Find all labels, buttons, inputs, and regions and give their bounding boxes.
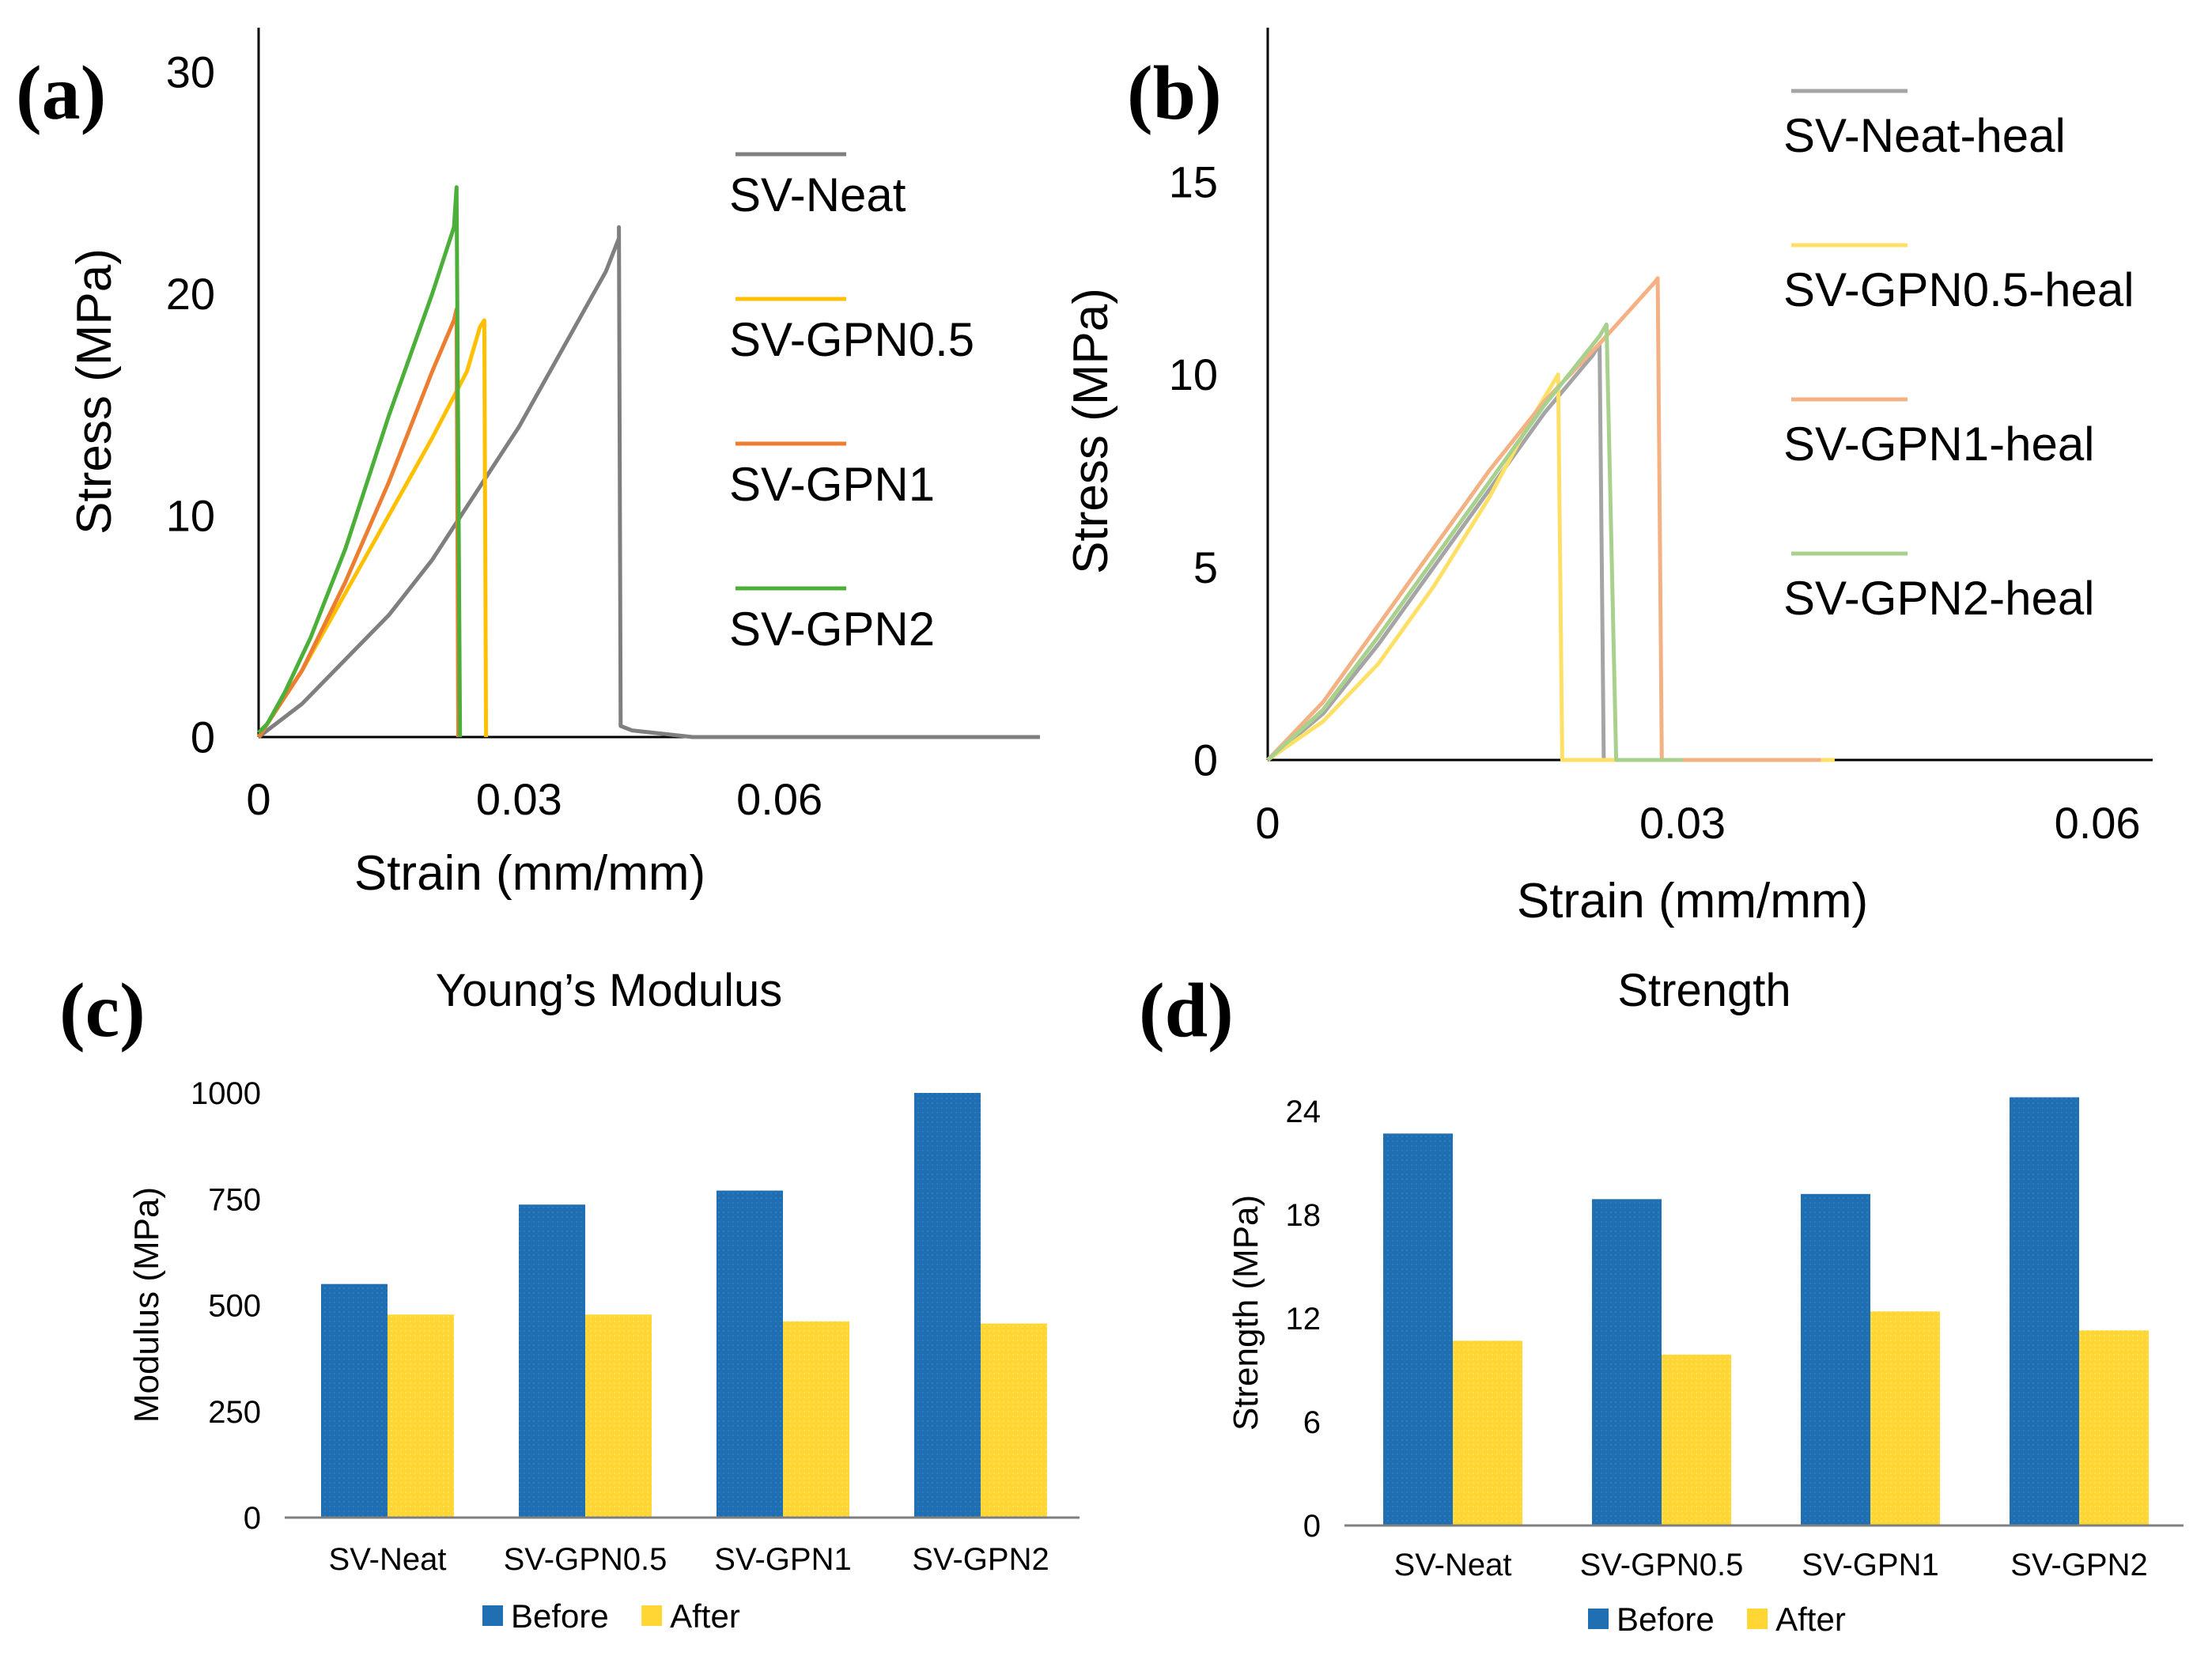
panel-a-ytick-label: 10 <box>166 490 215 540</box>
panel-d-category-label: SV-Neat <box>1394 1548 1512 1582</box>
panel-a-ylabel: Stress (MPa) <box>67 248 122 535</box>
panel-c-category-label: SV-GPN2 <box>912 1542 1049 1577</box>
panel-c-ytick-label: 750 <box>208 1182 261 1217</box>
panel-b-series-line <box>1266 322 1683 762</box>
panel-c-bar-after <box>585 1314 652 1518</box>
panel-c-ytick-label: 1000 <box>191 1076 261 1111</box>
panel-c-ytick-label: 0 <box>244 1501 261 1536</box>
panel-b-legend-label: SV-GPN0.5-heal <box>1783 263 2134 316</box>
panel-d-bar-before <box>1801 1193 1870 1525</box>
panel-c-category-label: SV-GPN1 <box>714 1542 851 1577</box>
panel-a-ytick-label: 0 <box>191 713 215 762</box>
panel-b-label: (b) <box>1127 51 1222 136</box>
panel-b-legend-label: SV-GPN1-heal <box>1783 418 2095 471</box>
panel-a-xtick-label: 0.06 <box>736 774 822 824</box>
panel-b-plot: 0 5 10 15 0 0.03 0.06 <box>1169 28 2153 848</box>
panel-d-ytick-label: 0 <box>1303 1509 1321 1544</box>
panel-b: (b) 0 5 10 15 0 0.03 0.06 SV-Neat-heal SV-GPN0.… <box>1064 28 2153 928</box>
panel-d-plot: 0 6 12 18 24 SV-Neat SV-GPN0.5 SV-GPN1 SV-GPN2 <box>1286 1094 2184 1582</box>
panel-b-xtick-label: 0.06 <box>2055 798 2141 848</box>
panel-a-xlabel: Strain (mm/mm) <box>354 846 705 901</box>
panel-c-ytick-label: 500 <box>208 1289 261 1324</box>
panel-d-ytick-label: 18 <box>1286 1198 1322 1233</box>
panel-b-series-line <box>1266 372 1835 762</box>
panel-c-category-label: SV-Neat <box>329 1542 447 1577</box>
panel-c-plot: 0 250 500 750 1000 SV-Neat SV-GPN0.5 SV-GPN1 SV-… <box>191 1076 1080 1577</box>
panel-b-ytick-label: 10 <box>1169 350 1218 399</box>
panel-d-legend: Before After <box>1588 1601 1846 1638</box>
panel-c-bar-before <box>321 1283 388 1518</box>
panel-d-bar-before <box>2010 1097 2079 1525</box>
panel-d-bar-after <box>1453 1340 1522 1525</box>
panel-d-label: (d) <box>1139 968 1234 1053</box>
panel-b-ytick-label: 0 <box>1193 735 1218 785</box>
panel-d-legend-label: Before <box>1616 1601 1715 1638</box>
panel-b-xtick-label: 0.03 <box>1639 798 1726 848</box>
panel-d-category-label: SV-GPN1 <box>1802 1548 1938 1582</box>
panel-c-legend-label: Before <box>511 1597 609 1635</box>
panel-b-xtick-label: 0 <box>1255 798 1280 848</box>
panel-b-ytick-label: 5 <box>1193 543 1218 592</box>
panel-d-legend-swatch <box>1588 1609 1609 1629</box>
panel-b-legend: SV-Neat-heal SV-GPN0.5-heal SV-GPN1-heal SV… <box>1783 89 2134 625</box>
panel-d-legend-swatch <box>1747 1609 1768 1629</box>
panel-d-legend-label: After <box>1775 1601 1846 1638</box>
panel-a-series-line <box>257 225 1040 739</box>
panel-a-legend-label: SV-GPN0.5 <box>729 313 974 366</box>
panel-d-bar-before <box>1383 1133 1453 1525</box>
panel-a-plot: 0 10 20 30 0 0.03 0.06 <box>166 28 1040 824</box>
panel-d-title: Strength <box>1617 965 1790 1016</box>
panel-c-ylabel: Modulus (MPa) <box>127 1187 166 1423</box>
panel-c-label: (c) <box>59 968 146 1053</box>
panel-c-legend: Before After <box>482 1597 740 1635</box>
panel-b-series-line <box>1266 342 1821 762</box>
panel-a-xtick-label: 0.03 <box>476 774 562 824</box>
panel-c-bar-after <box>388 1314 454 1518</box>
panel-c-bar-before <box>519 1204 585 1518</box>
panel-a-series-line <box>256 307 460 739</box>
panel-b-legend-label: SV-GPN2-heal <box>1783 572 2095 625</box>
panel-b-xlabel: Strain (mm/mm) <box>1517 874 1868 928</box>
panel-d-ylabel: Strength (MPa) <box>1227 1195 1265 1431</box>
panel-b-ytick-label: 15 <box>1169 157 1218 207</box>
panel-b-ylabel: Stress (MPa) <box>1064 288 1118 574</box>
panel-c-category-label: SV-GPN0.5 <box>504 1542 667 1577</box>
panel-d-category-label: SV-GPN0.5 <box>1580 1548 1744 1582</box>
panel-c-bar-before <box>914 1093 981 1518</box>
panel-a-ytick-label: 20 <box>166 269 215 319</box>
panel-d-bar-before <box>1592 1199 1662 1525</box>
panel-c-bar-before <box>717 1190 783 1518</box>
panel-c-legend-swatch <box>482 1605 503 1626</box>
panel-c-title: Young’s Modulus <box>436 965 783 1016</box>
panel-a-series-line <box>257 185 463 738</box>
panel-c: (c) Young’s Modulus 0 250 500 750 1000 SV-Nea… <box>59 965 1080 1635</box>
panel-c-legend-swatch <box>641 1605 663 1626</box>
panel-d-category-label: SV-GPN2 <box>2010 1548 2147 1582</box>
panel-d-ytick-label: 12 <box>1286 1302 1322 1336</box>
panel-b-series-line <box>1266 276 1821 762</box>
panel-d-bar-after <box>2079 1330 2149 1525</box>
panel-c-legend-label: After <box>670 1597 740 1635</box>
panel-c-bar-after <box>981 1323 1047 1518</box>
panel-c-ytick-label: 250 <box>208 1395 261 1430</box>
panel-c-bar-after <box>783 1321 849 1518</box>
panel-a-ytick-label: 30 <box>166 47 215 97</box>
panel-a-label: (a) <box>16 51 106 136</box>
panel-d: (d) Strength 0 6 12 18 24 SV-Neat SV-GPN0.5 SV-… <box>1139 965 2184 1638</box>
panel-d-bar-after <box>1870 1311 1940 1525</box>
panel-d-ytick-label: 24 <box>1286 1094 1322 1129</box>
panel-a-legend: SV-Neat SV-GPN0.5 SV-GPN1 SV-GPN2 <box>729 152 974 656</box>
panel-a-legend-label: SV-GPN1 <box>729 458 935 511</box>
panel-a-legend-label: SV-Neat <box>729 168 906 221</box>
panel-b-legend-label: SV-Neat-heal <box>1783 109 2066 162</box>
panel-d-ytick-label: 6 <box>1303 1405 1321 1440</box>
panel-a-xtick-label: 0 <box>246 774 270 824</box>
panel-d-bar-after <box>1662 1354 1731 1525</box>
panel-a-legend-label: SV-GPN2 <box>729 603 935 656</box>
